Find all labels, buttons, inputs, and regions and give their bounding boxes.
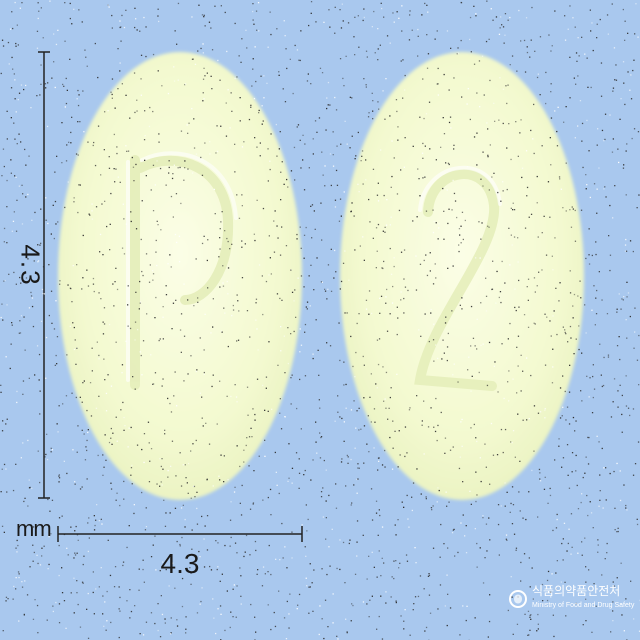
imprint-p	[130, 155, 234, 390]
imprint-2	[414, 169, 500, 391]
mfds-emblem-icon	[509, 590, 527, 608]
width-dimension-line	[57, 526, 303, 542]
width-label: 4.3	[160, 548, 200, 579]
logo-subtitle: Ministry of Food and Drug Safety	[532, 602, 635, 609]
mfds-logo: 식품의약품안전처 Ministry of Food and Drug Safet…	[504, 582, 636, 622]
height-label: 4.3	[15, 244, 46, 287]
tablet-right	[340, 52, 584, 500]
unit-label: mm	[16, 516, 52, 541]
height-dimension-line	[38, 51, 50, 499]
logo-name: 식품의약품안전처	[532, 584, 621, 598]
tablet-left	[58, 52, 302, 500]
